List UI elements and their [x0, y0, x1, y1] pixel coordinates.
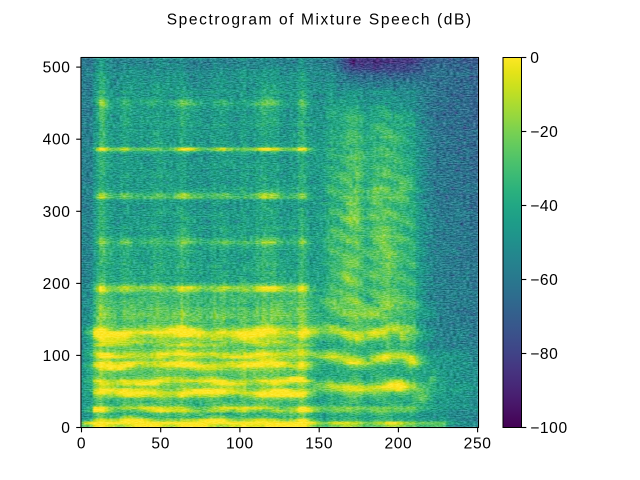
svg-text:250: 250: [464, 435, 492, 452]
svg-text:50: 50: [151, 435, 170, 452]
svg-text:−100: −100: [530, 420, 568, 437]
svg-text:−80: −80: [530, 346, 558, 363]
svg-text:−20: −20: [530, 124, 558, 141]
svg-text:0: 0: [530, 50, 539, 67]
svg-text:200: 200: [43, 276, 71, 293]
svg-text:0: 0: [61, 420, 70, 437]
svg-text:−60: −60: [530, 272, 558, 289]
svg-text:Spectrogram of Mixture Speech: Spectrogram of Mixture Speech (dB): [167, 11, 473, 28]
svg-text:100: 100: [43, 348, 71, 365]
svg-text:−40: −40: [530, 198, 558, 215]
svg-text:100: 100: [226, 435, 254, 452]
svg-text:400: 400: [43, 132, 71, 149]
svg-text:200: 200: [384, 435, 412, 452]
svg-text:300: 300: [43, 204, 71, 221]
svg-text:150: 150: [305, 435, 333, 452]
svg-text:500: 500: [43, 60, 71, 77]
svg-text:0: 0: [77, 435, 86, 452]
